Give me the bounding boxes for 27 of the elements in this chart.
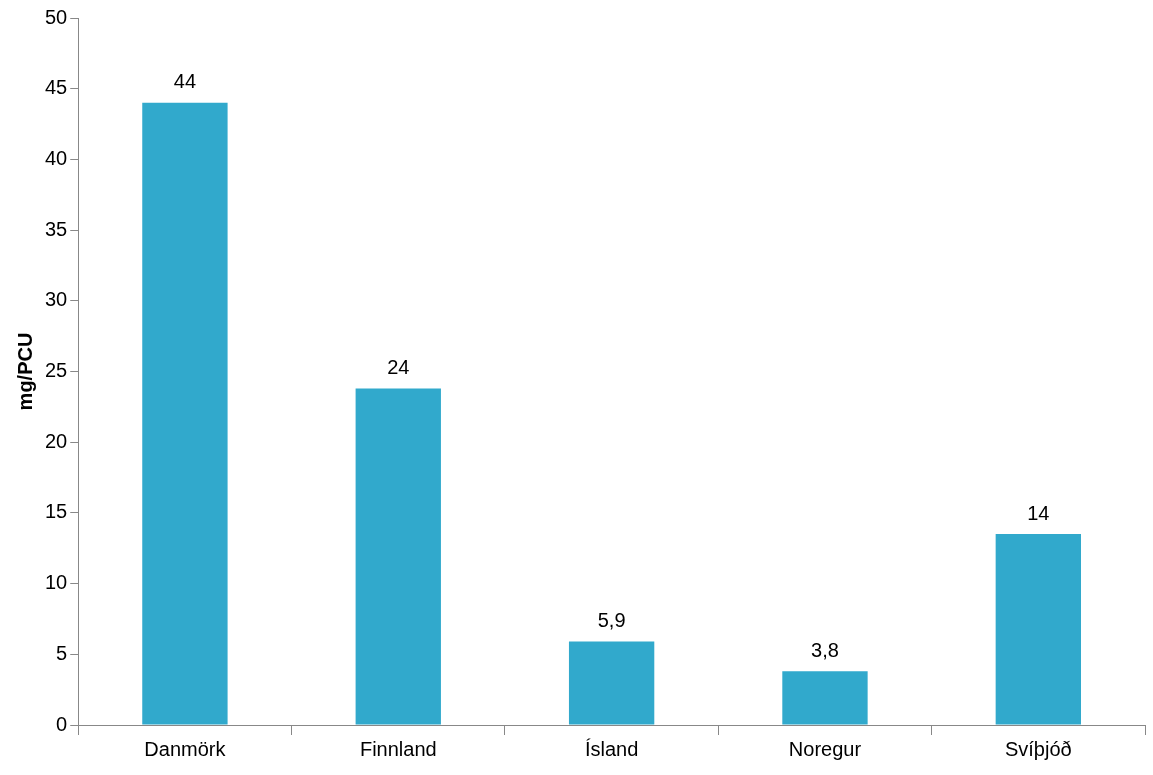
bar	[782, 671, 868, 725]
bar	[355, 388, 441, 725]
data-label: 24	[387, 355, 410, 378]
y-tick-label: 50	[45, 5, 68, 28]
bar	[142, 102, 228, 725]
y-axis-title: mg/PCU	[13, 332, 36, 411]
y-tick-label: 25	[45, 359, 68, 382]
data-label: 5,9	[597, 609, 626, 632]
bar	[568, 641, 655, 725]
x-tick-label: Ísland	[584, 737, 639, 760]
x-tick-label: Danmörk	[144, 737, 227, 760]
x-tick-label: Svíþjóð	[1004, 737, 1072, 760]
y-tick-label: 35	[45, 217, 68, 240]
x-tick-label: Finnland	[359, 737, 437, 760]
x-tick-label: Noregur	[788, 737, 862, 760]
y-tick-label: 5	[56, 641, 68, 664]
y-tick-label: 45	[45, 76, 68, 99]
y-tick-label: 10	[45, 571, 68, 594]
data-label: 3,8	[811, 638, 839, 661]
y-tick-label: 40	[45, 146, 68, 169]
y-tick-label: 30	[45, 288, 68, 311]
y-tick-label: 15	[45, 500, 68, 523]
y-tick-label: 20	[45, 429, 68, 452]
y-tick-label: 0	[56, 712, 68, 735]
data-label: 14	[1027, 501, 1050, 524]
data-label: 44	[173, 70, 197, 93]
bar	[995, 534, 1081, 725]
